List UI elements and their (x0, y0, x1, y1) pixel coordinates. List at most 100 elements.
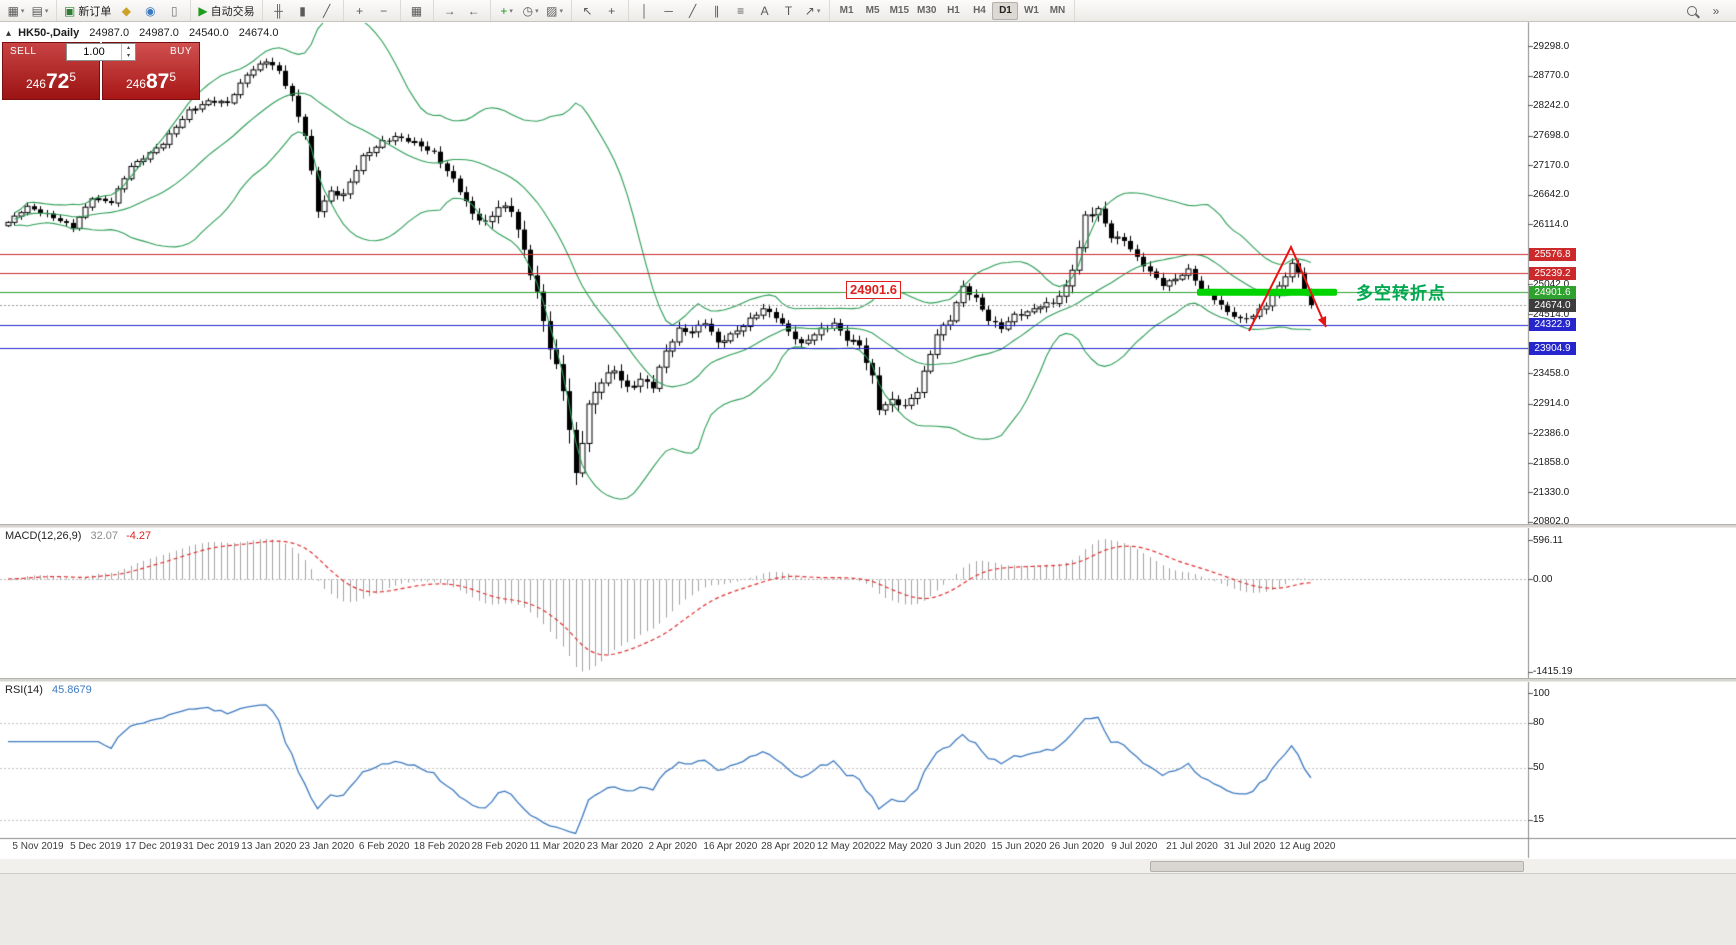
volume-down-button[interactable]: ▾ (126, 53, 130, 59)
new-order-button[interactable]: ▣ 新订单 (64, 3, 112, 18)
fibonacci-icon[interactable]: ≡ (737, 3, 745, 18)
price-badge: 24674.0 (1529, 298, 1576, 312)
date-axis-label: 5 Nov 2019 (12, 841, 64, 852)
arrows-icon[interactable]: ↗ ▾ (804, 3, 821, 18)
price-axis-label: 22386.0 (1533, 427, 1570, 439)
price-axis-label: 20802.0 (1533, 516, 1570, 528)
bottom-area (0, 859, 1736, 945)
profiles-icon[interactable]: ▤ ▾ (31, 3, 49, 18)
trendline-icon[interactable]: ╱ (688, 3, 697, 18)
ohlc-close: 24674.0 (238, 27, 279, 39)
date-axis-label: 15 Jun 2020 (991, 841, 1047, 852)
candlestick-chart-icon[interactable]: ▮ (299, 3, 306, 18)
oneclick-collapse-arrow[interactable]: ▴ (6, 28, 12, 39)
price-axis-label: 22914.0 (1533, 398, 1570, 410)
date-axis-label: 9 Jul 2020 (1111, 841, 1158, 852)
macd-axis-label: 0.00 (1533, 573, 1553, 585)
zoom-in-icon[interactable]: + (356, 3, 364, 18)
date-axis-label: 28 Apr 2020 (761, 841, 816, 852)
date-axis-label: 6 Feb 2020 (358, 841, 410, 852)
date-axis-label: 12 Aug 2020 (1279, 841, 1336, 852)
rsi-value: 45.8679 (51, 684, 92, 696)
price-badge: 24322.9 (1529, 318, 1576, 332)
timeframe-m1-button[interactable]: M1 (839, 5, 854, 16)
timeframe-mn-button[interactable]: MN (1049, 5, 1066, 16)
timeframe-m15-button[interactable]: M15 (889, 5, 910, 16)
timeframe-w1-button[interactable]: W1 (1023, 5, 1039, 16)
label-icon[interactable]: T (784, 3, 793, 18)
price-axis-label: 21858.0 (1533, 457, 1570, 469)
price-axis-label: 21330.0 (1533, 486, 1570, 498)
turning-point-annotation[interactable]: 多空转折点 (1356, 284, 1446, 303)
horizontal-scrollbar[interactable] (0, 859, 1736, 874)
volume-spinner: ▴ ▾ (121, 44, 135, 60)
volume-input[interactable] (67, 44, 121, 60)
rsi-label: RSI(14) 45.8679 (5, 684, 92, 696)
price-axis-label: 26114.0 (1533, 218, 1569, 230)
mobile-app-icon[interactable]: ▯ (171, 3, 178, 18)
macd-axis-label: -1415.19 (1533, 666, 1573, 678)
community-icon[interactable]: ◉ (145, 3, 156, 18)
line-chart-icon[interactable]: ╱ (322, 3, 331, 18)
sell-price: 246725 (25, 70, 77, 93)
periods-icon[interactable]: ◷ ▾ (522, 3, 539, 18)
timeframe-h1-button[interactable]: H1 (947, 5, 960, 16)
price-badge: 25576.8 (1529, 247, 1576, 261)
crosshair-icon[interactable]: + (608, 3, 616, 18)
price-annotation[interactable]: 24901.6 (846, 281, 901, 299)
timeframe-d1-button[interactable]: D1 (992, 1, 1019, 20)
rsi-axis-label: 100 (1533, 687, 1550, 699)
templates-icon[interactable]: ▨ ▾ (546, 3, 563, 18)
vertical-line-icon[interactable]: │ (640, 3, 649, 18)
new-chart-icon[interactable]: ▦ ▾ (7, 3, 25, 18)
macd-signal-value: -4.27 (126, 530, 152, 542)
price-badge: 24901.6 (1529, 285, 1576, 299)
pane-splitter-macd[interactable] (0, 524, 1736, 528)
auto-scroll-icon[interactable]: → (443, 3, 456, 18)
date-axis-label: 12 May 2020 (816, 841, 875, 852)
pane-splitter-rsi[interactable] (0, 678, 1736, 682)
zoom-out-icon[interactable]: − (380, 3, 388, 18)
volume-field: ▴ ▾ (66, 43, 136, 61)
ohlc-open: 24987.0 (89, 27, 130, 39)
price-axis-label: 26642.0 (1533, 189, 1570, 201)
indicators-icon[interactable]: + ▾ (500, 3, 513, 18)
bar-chart-icon[interactable]: ╫ (274, 3, 283, 18)
autotrading-button[interactable]: ▶ 自动交易 (198, 3, 255, 18)
rsi-axis-label: 15 (1533, 814, 1545, 826)
buy-label: BUY (169, 46, 192, 57)
date-axis-label: 22 May 2020 (874, 841, 933, 852)
timeframe-m5-button[interactable]: M5 (865, 5, 880, 16)
cursor-icon[interactable]: ↖ (582, 3, 593, 18)
horizontal-line-icon[interactable]: ─ (664, 3, 673, 18)
date-axis-label: 11 Mar 2020 (529, 841, 585, 852)
chart-shift-icon[interactable]: ← (467, 3, 480, 18)
date-axis-label: 26 Jun 2020 (1049, 841, 1105, 852)
rsi-name: RSI(14) (5, 684, 43, 696)
overflow-icon[interactable]: » (1712, 3, 1720, 18)
channel-icon[interactable]: ∥ (713, 3, 720, 18)
search-icon[interactable] (1680, 2, 1704, 20)
sell-label: SELL (10, 46, 37, 57)
date-axis-label: 16 Apr 2020 (703, 841, 758, 852)
price-axis-label: 29298.0 (1533, 40, 1570, 52)
one-click-trading-widget: SELL 246725 BUY 246875 ▴ ▾ (2, 42, 200, 100)
scrollbar-thumb[interactable] (1150, 861, 1524, 872)
timeframe-h4-button[interactable]: H4 (973, 5, 986, 16)
timeframe-m30-button[interactable]: M30 (917, 5, 937, 16)
tile-windows-icon[interactable]: ▦ (410, 3, 423, 18)
date-axis-label: 21 Jul 2020 (1166, 841, 1218, 852)
toolbar: ▦ ▾ ▤ ▾ ▣ 新订单 ◆ ◉ ▯ ▶ 自动交易 ╫ ▮ ╱ + − ▦ → ← + ▾ ◷ ▾ ▨ ▾ ↖ + │ ─ ╱ ∥ ≡ A T ↗… (0, 0, 1736, 22)
metaeditor-icon[interactable]: ◆ (121, 3, 131, 18)
price-axis-label: 27170.0 (1533, 159, 1570, 171)
price-badge: 25239.2 (1529, 266, 1576, 280)
date-axis-label: 28 Feb 2020 (471, 841, 528, 852)
volume-up-button[interactable]: ▴ (126, 45, 130, 51)
price-axis-label: 23458.0 (1533, 367, 1570, 379)
date-axis-label: 17 Dec 2019 (125, 841, 182, 852)
rsi-axis-label: 50 (1533, 762, 1545, 774)
macd-label: MACD(12,26,9) 32.07 -4.27 (5, 530, 152, 542)
text-icon[interactable]: A (760, 3, 769, 18)
